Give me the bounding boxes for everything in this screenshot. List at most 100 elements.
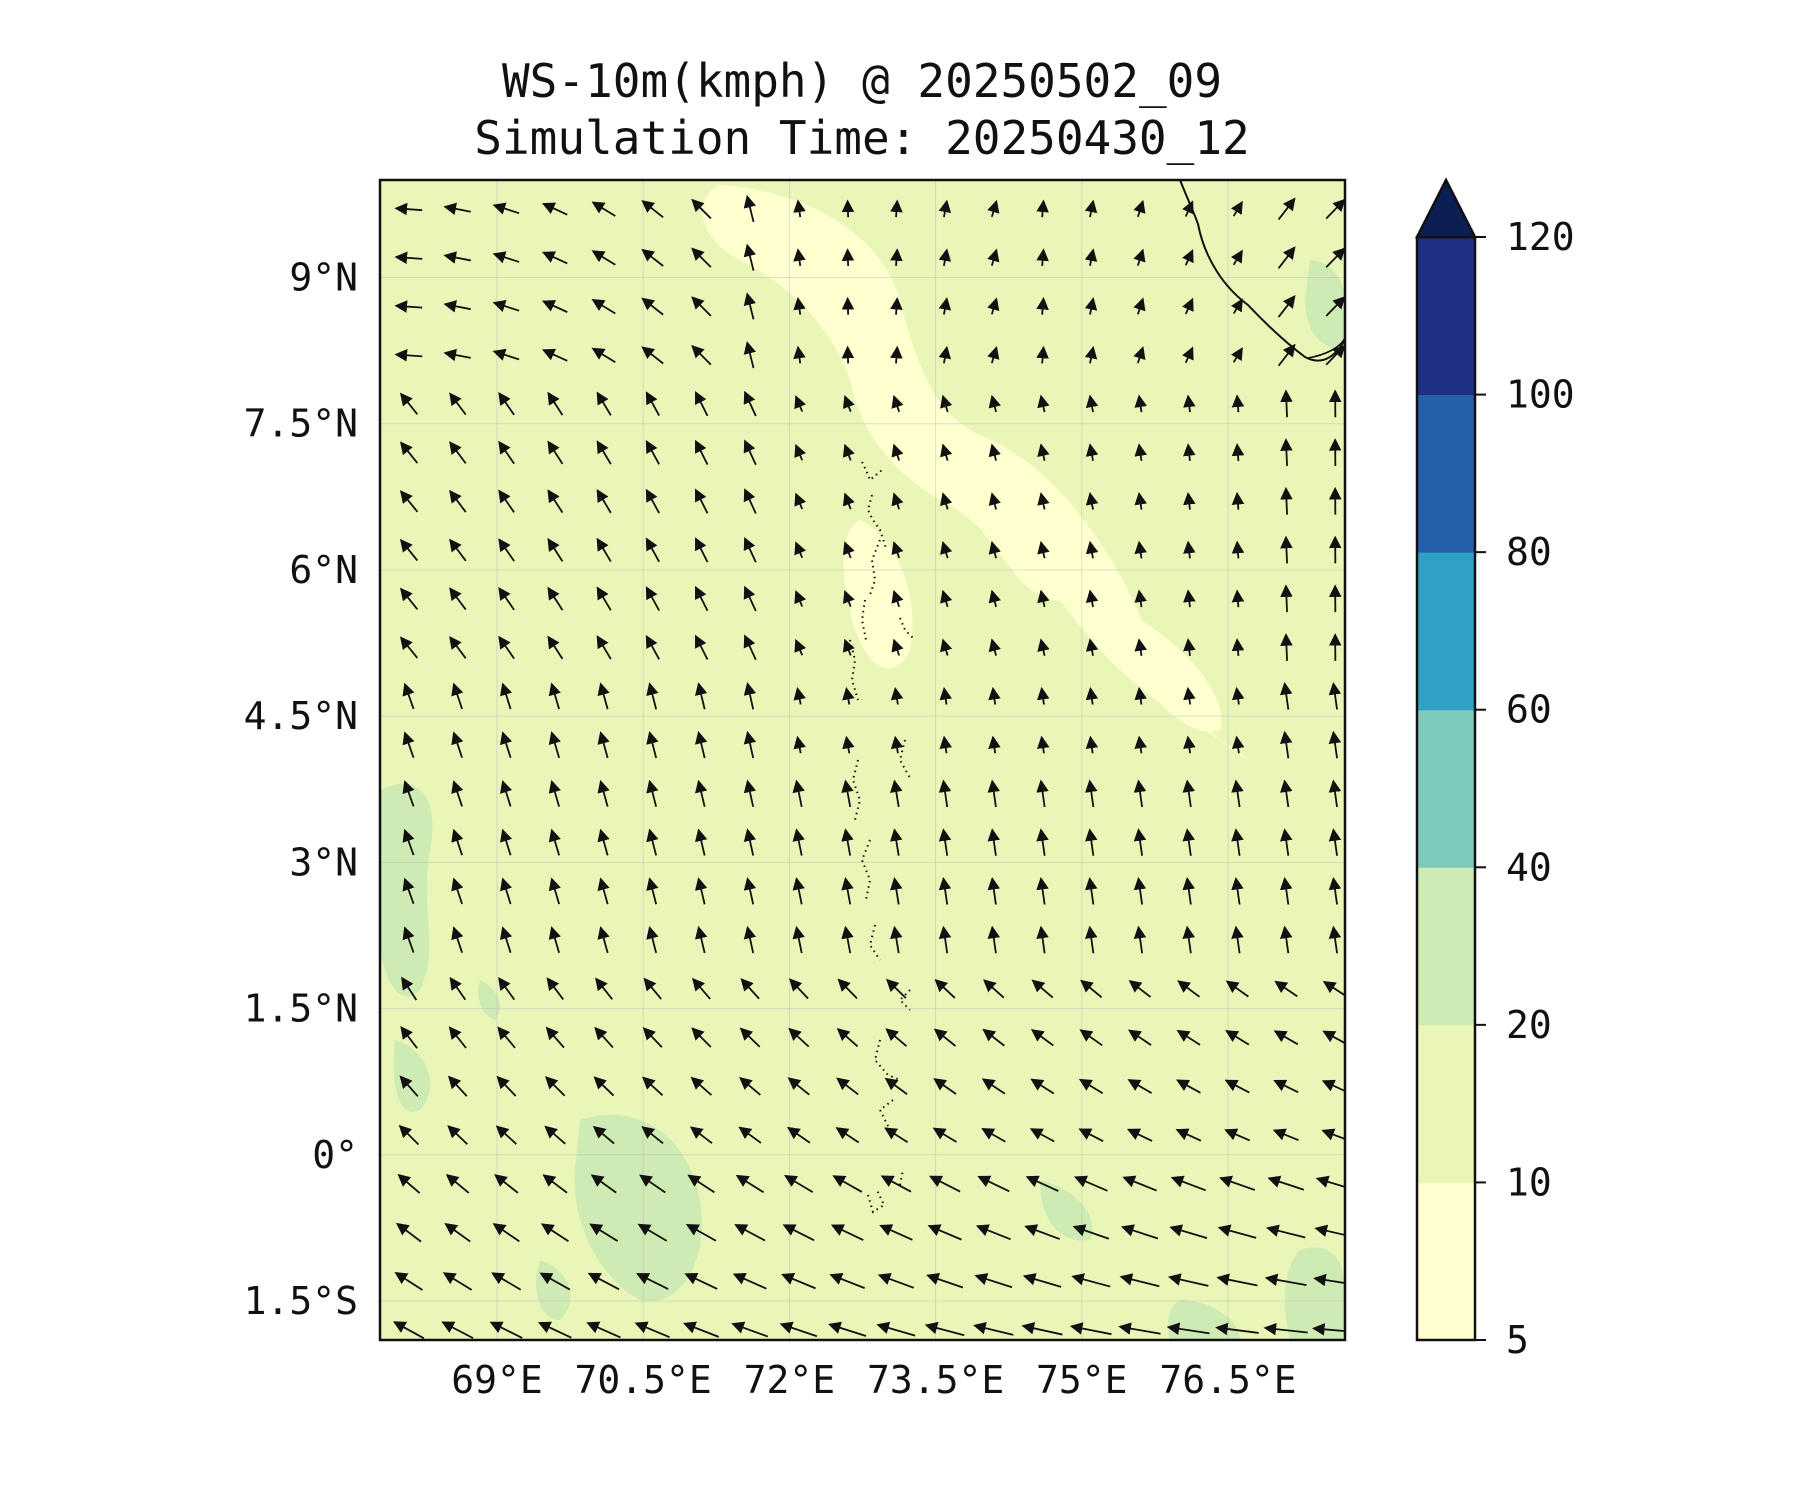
wind-arrow [500,779,513,807]
wind-arrow [987,828,1001,856]
wind-arrow [981,1078,1006,1095]
wind-arrow [443,202,471,216]
wind-arrow [646,877,659,905]
wind-arrow [402,682,415,710]
wind-arrow [1175,1128,1202,1142]
field-band-20-40 [478,980,500,1020]
wind-arrow [1328,681,1342,710]
wind-arrow [891,492,904,510]
wind-arrow [739,1077,761,1096]
wind-arrow [793,199,806,218]
wind-arrow [743,877,757,905]
wind-arrow [890,296,903,315]
wind-arrow [1085,828,1098,856]
wind-arrow [1120,1224,1159,1240]
wind-arrow [890,735,904,754]
wind-arrow [401,976,418,1001]
wind-arrow [1085,589,1099,608]
wind-arrow [938,828,952,856]
x-tick-label: 73.5°E [867,1358,1004,1402]
wind-arrow [1230,249,1243,266]
wind-arrow [1280,535,1293,564]
wind-arrow [987,779,1001,808]
wind-arrow [1272,1128,1299,1142]
wind-arrow [544,1076,566,1097]
wind-arrow [695,390,709,417]
wind-arrow [646,779,659,807]
wind-arrow [788,1027,810,1048]
wind-arrow [597,877,610,905]
wind-arrow [1279,779,1293,808]
wind-arrow [1134,589,1147,608]
wind-arrow [447,1075,468,1097]
wind-arrow [1037,638,1050,656]
x-tick-label: 70.5°E [575,1358,712,1402]
wind-arrow [1183,589,1196,608]
wind-arrow [399,636,419,659]
wind-arrow [646,682,659,710]
wind-arrow [1216,1273,1258,1287]
wind-arrow [987,248,1000,266]
wind-arrow [890,828,903,856]
wind-arrow [743,439,757,466]
wind-arrow [987,346,1000,364]
wind-arrow [695,730,708,759]
wind-arrow [541,202,568,216]
wind-arrow [692,977,711,1000]
wind-arrow [1279,828,1293,856]
wind-arrow [1037,443,1050,461]
wind-arrow [988,686,1001,705]
wind-arrow [642,1027,663,1048]
wind-arrow [740,978,760,1000]
colorbar-swatch [1417,394,1475,553]
wind-arrow [891,394,904,413]
wind-arrow [1325,247,1345,268]
wind-arrow [1177,980,1201,998]
wind-arrow [1183,491,1196,510]
field-band-5-10 [843,520,913,669]
colorbar-label: 5 [1506,1318,1529,1362]
wind-arrow [940,492,953,510]
wind-arrow [547,489,564,514]
wind-arrow [690,1076,713,1096]
wind-arrow [596,586,612,611]
wind-arrow [743,536,757,563]
wind-arrow [394,251,423,265]
wind-arrow [1025,1175,1059,1192]
wind-arrow [735,1174,765,1194]
wind-arrow [492,1223,520,1243]
x-tick-label: 76.5°E [1159,1358,1296,1402]
wind-arrow [788,978,809,1000]
field-band-5-10 [948,430,1086,601]
wind-arrow [540,1223,569,1242]
wind-arrow [1277,295,1296,318]
wind-arrow [940,589,953,608]
wind-arrow [449,636,467,659]
wind-arrow [691,1027,712,1048]
wind-arrow [1085,394,1099,413]
wind-arrow [929,1175,961,1193]
x-tick-label: 75°E [1036,1358,1128,1402]
wind-arrow [682,1321,720,1338]
wind-arrow [542,1174,568,1194]
wind-arrow [1182,779,1195,808]
wind-arrow [1280,486,1293,515]
wind-arrow [1085,686,1099,705]
wind-arrow [743,925,757,954]
wind-arrow [938,876,952,905]
wind-arrow [596,537,612,563]
colorbar-label: 80 [1506,530,1552,574]
wind-arrow [492,202,520,215]
wind-arrow [792,925,805,954]
wind-arrow [837,978,858,999]
wind-arrow [1021,1322,1063,1336]
wind-arrow [645,391,660,417]
wind-arrow [691,344,712,366]
wind-arrow [1231,443,1245,461]
wind-arrow [449,441,467,464]
wind-arrow [1126,1128,1153,1142]
colorbar-labels: 5 10 20 40 60 80 100 120 [1475,215,1575,1362]
wind-arrow [1231,394,1245,413]
wind-arrow [545,1026,565,1049]
wind-arrow [987,925,1001,954]
